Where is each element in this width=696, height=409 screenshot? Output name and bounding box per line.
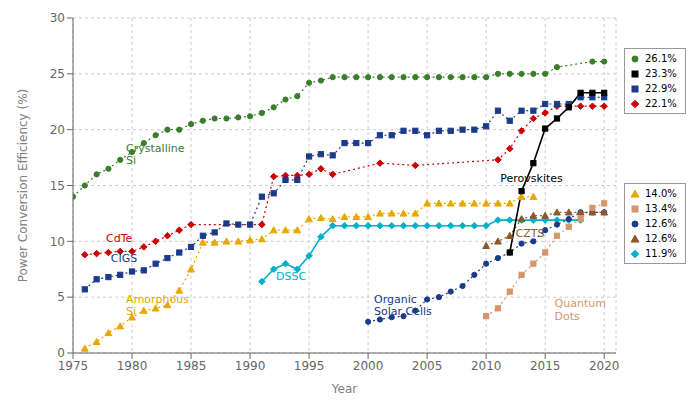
svg-text:Year: Year: [331, 382, 357, 396]
svg-text:30: 30: [50, 11, 65, 25]
svg-text:15: 15: [50, 179, 65, 193]
svg-text:OrganicSolar Cells: OrganicSolar Cells: [374, 293, 432, 319]
svg-text:1995: 1995: [294, 359, 325, 373]
svg-text:QuantumDots: QuantumDots: [555, 297, 606, 323]
svg-text:1985: 1985: [176, 359, 207, 373]
html-text:22.1%: 22.1%: [645, 98, 677, 109]
html-text:13.4%: 13.4%: [645, 203, 677, 214]
svg-text:CZTS: CZTS: [516, 227, 545, 240]
svg-text:1975: 1975: [58, 359, 89, 373]
svg-text:2000: 2000: [353, 359, 384, 373]
html-text:22.9%: 22.9%: [645, 83, 677, 94]
html-text:12.6%: 12.6%: [645, 218, 677, 229]
svg-text:5: 5: [57, 290, 65, 304]
svg-text:2010: 2010: [471, 359, 502, 373]
svg-text:1990: 1990: [235, 359, 266, 373]
svg-text:CrystallineSi: CrystallineSi: [126, 142, 185, 168]
html-text:23.3%: 23.3%: [645, 68, 677, 79]
html-text:14.0%: 14.0%: [645, 188, 677, 199]
svg-text:Perovskites: Perovskites: [500, 172, 563, 185]
svg-text:2020: 2020: [589, 359, 620, 373]
svg-text:Power Conversion Efficiency (%: Power Conversion Efficiency (%): [16, 89, 30, 283]
html-text:12.6%: 12.6%: [645, 233, 677, 244]
svg-text:20: 20: [50, 123, 65, 137]
svg-text:2015: 2015: [530, 359, 561, 373]
svg-text:AmorphousSi: AmorphousSi: [126, 293, 189, 319]
html-text:11.9%: 11.9%: [645, 248, 677, 259]
svg-text:DSSC: DSSC: [276, 270, 306, 283]
svg-text:1980: 1980: [117, 359, 148, 373]
svg-text:25: 25: [50, 67, 65, 81]
svg-text:CdTe: CdTe: [106, 232, 133, 245]
svg-text:10: 10: [50, 235, 65, 249]
svg-text:2005: 2005: [412, 359, 443, 373]
svg-text:CIGS: CIGS: [111, 252, 137, 265]
html-text:26.1%: 26.1%: [645, 53, 677, 64]
svg-text:0: 0: [57, 346, 65, 360]
